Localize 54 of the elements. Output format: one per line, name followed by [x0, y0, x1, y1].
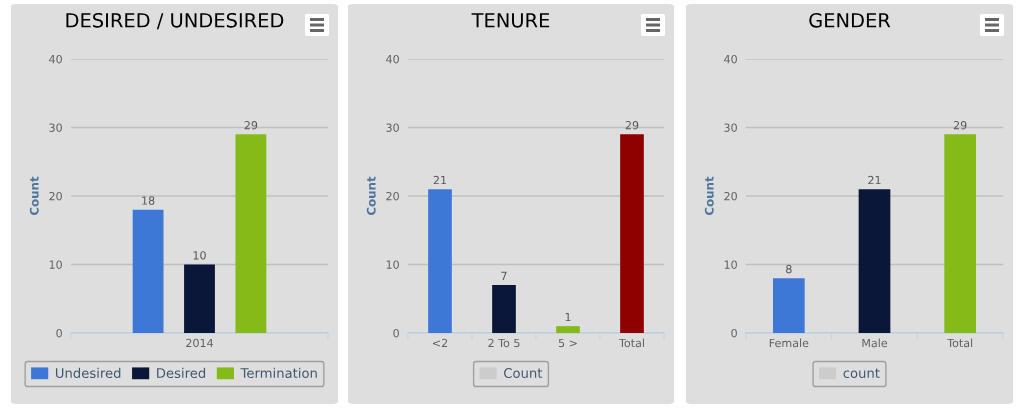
data-label: 21: [868, 175, 881, 185]
y-tick-label: 40: [724, 54, 737, 64]
y-tick-label: 30: [724, 123, 737, 132]
text: count: [843, 368, 880, 379]
y-tick-label: 10: [386, 260, 399, 269]
bar: [944, 134, 977, 333]
y-axis-title: Count: [366, 176, 376, 216]
y-tick-label: 40: [49, 54, 62, 64]
y-tick-label: 0: [56, 328, 62, 338]
bar: [492, 285, 516, 333]
data-label: 29: [625, 121, 639, 130]
legend-label: Undesired: [55, 367, 121, 379]
bar: [132, 209, 164, 333]
x-tick-label: Female: [769, 338, 809, 348]
text: Count: [504, 368, 543, 379]
y-tick-label: 30: [386, 123, 399, 132]
y-tick-label: 20: [386, 191, 399, 201]
data-label: 21: [433, 175, 447, 185]
x-tick-label: Total: [618, 338, 644, 348]
y-tick-label: 40: [386, 54, 399, 64]
x-tick-label: 5 >: [558, 338, 577, 348]
bar: [235, 134, 267, 333]
data-label: 8: [786, 264, 792, 274]
x-tick-label: <2: [432, 338, 448, 347]
bar: [556, 326, 580, 333]
bar: [858, 189, 891, 333]
data-label: 1: [565, 312, 571, 322]
y-tick-label: 30: [49, 123, 62, 132]
data-label: 18: [142, 196, 155, 205]
y-tick-label: 10: [49, 260, 62, 269]
data-label: 10: [193, 251, 206, 260]
x-tick-label: 2 To 5: [488, 338, 520, 348]
x-tick-label: 2014: [186, 338, 214, 348]
bar: [428, 189, 452, 333]
data-label: 29: [953, 121, 967, 130]
chart-title: TENURE: [471, 13, 550, 28]
bar: [772, 278, 805, 333]
x-tick-label: Total: [947, 338, 973, 348]
y-axis-title: Count: [29, 176, 39, 216]
bar: [184, 264, 215, 333]
y-tick-label: 20: [49, 191, 62, 201]
legend-label: Desired: [157, 367, 206, 379]
data-label: 29: [244, 121, 258, 130]
y-tick-label: 0: [731, 328, 737, 338]
data-label: 7: [501, 271, 507, 280]
y-tick-label: 20: [724, 191, 737, 201]
chart-title: GENDER: [809, 12, 891, 28]
y-axis-title: Count: [704, 176, 714, 216]
chart-title: DESIRED / UNDESIRED: [66, 12, 284, 30]
y-tick-label: 0: [393, 328, 399, 338]
legend-label: Termination: [240, 367, 317, 379]
bar: [620, 134, 644, 333]
x-tick-label: Male: [862, 338, 888, 348]
y-tick-label: 10: [724, 260, 737, 269]
